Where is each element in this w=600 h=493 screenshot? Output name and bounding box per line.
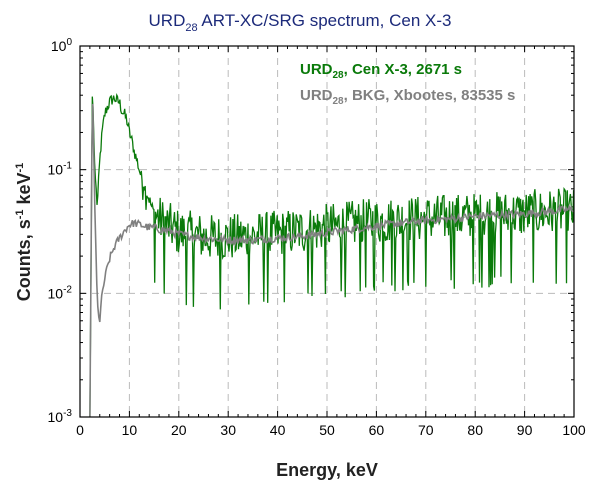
- x-tick-label: 0: [76, 422, 84, 438]
- x-axis-ticks: 0 10 20 30 40 50 60 70 80 90 100: [76, 46, 586, 438]
- legend-entry-bkg: URD28, BKG, Xbootes, 83535 s: [300, 87, 515, 107]
- y-tick-label: 100: [51, 37, 73, 54]
- x-tick-label: 50: [319, 422, 335, 438]
- chart-title: URD28 ART-XC/SRG spectrum, Cen X-3: [149, 11, 452, 34]
- x-tick-label: 40: [270, 422, 286, 438]
- x-tick-label: 80: [467, 422, 483, 438]
- x-tick-label: 30: [220, 422, 236, 438]
- y-tick-label: 10-1: [48, 161, 73, 178]
- y-axis-label: Counts, s-1 keV-1: [14, 163, 34, 302]
- series-line-cen-x3: [89, 93, 575, 418]
- x-tick-label: 20: [171, 422, 187, 438]
- x-tick-label: 10: [122, 422, 138, 438]
- x-tick-label: 90: [517, 422, 533, 438]
- x-tick-label: 60: [369, 422, 385, 438]
- plot-frame: [79, 45, 575, 418]
- x-tick-label: 70: [418, 422, 434, 438]
- x-tick-label: 100: [562, 422, 586, 438]
- legend: URD28, Cen X-3, 2671 s URD28, BKG, Xboot…: [300, 61, 515, 107]
- y-tick-label: 10-2: [48, 284, 73, 301]
- y-tick-label: 10-3: [48, 408, 73, 425]
- series-line-bkg: [89, 103, 574, 418]
- legend-entry-cen-x3: URD28, Cen X-3, 2671 s: [300, 61, 462, 81]
- series-lines: [89, 93, 575, 418]
- x-axis-label: Energy, keV: [276, 460, 378, 480]
